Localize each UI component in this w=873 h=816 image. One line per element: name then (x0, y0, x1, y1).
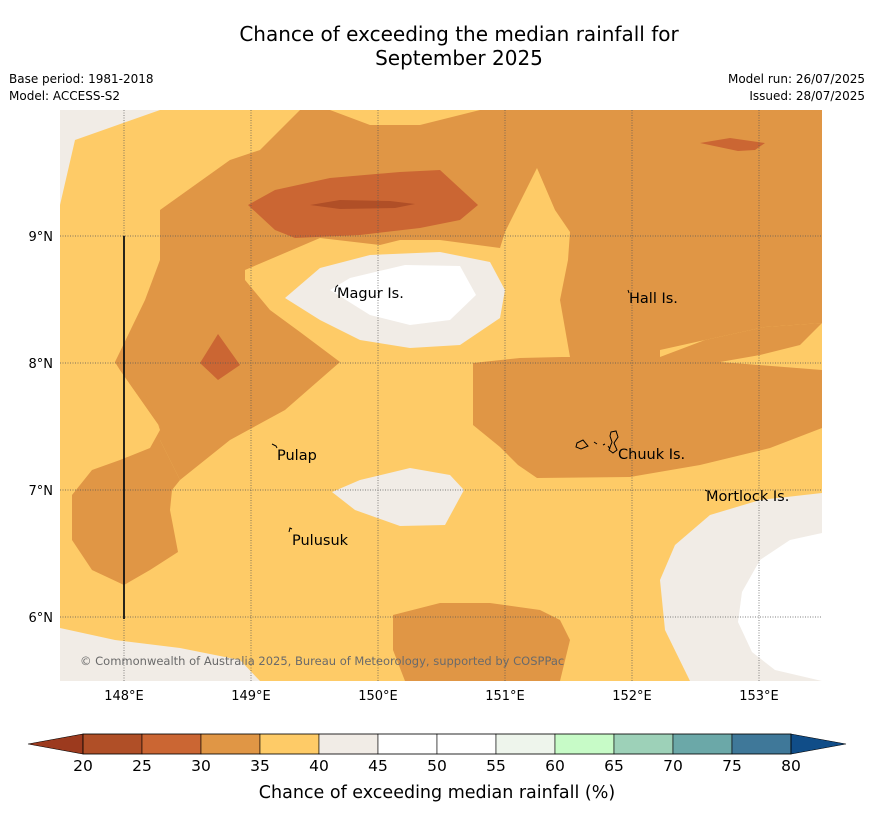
lon-tick-148: 148°E (104, 689, 144, 704)
band-25-30-west (200, 334, 240, 380)
colorbar-tick-label: 25 (132, 757, 152, 775)
colorbar-tick-labels: 20 25 30 35 40 45 50 55 60 65 70 75 80 (73, 757, 801, 775)
pulusuk-island-shape (288, 527, 293, 533)
issued-date: Issued: 28/07/2025 (749, 89, 865, 103)
colorbar-segment (377, 733, 438, 755)
lat-tick-8: 8°N (29, 357, 54, 372)
lat-tick-7: 7°N (29, 484, 54, 499)
colorbar-tick-label: 40 (309, 757, 329, 775)
chart-title: Chance of exceeding the median rainfall … (0, 22, 873, 70)
colorbar-segment (554, 733, 615, 755)
band-30-35-east (473, 323, 822, 478)
colorbar-tick-label: 45 (368, 757, 388, 775)
meta-right: Model run: 26/07/2025 Issued: 28/07/2025 (728, 71, 865, 105)
hall-island-shape (627, 289, 630, 294)
colorbar-tick-label: 70 (663, 757, 683, 775)
band-40-45-center (332, 468, 464, 526)
colorbar-over-arrow (790, 733, 847, 755)
colorbar-segments (82, 733, 792, 755)
colorbar-segment (259, 733, 320, 755)
colorbar-segment (613, 733, 674, 755)
lon-tick-150: 150°E (358, 689, 398, 704)
place-label-pulap: Pulap (277, 448, 317, 464)
place-labels: Magur Is. Hall Is. Pulap Chuuk Is. Mortl… (277, 286, 789, 549)
copyright-notice: © Commonwealth of Australia 2025, Bureau… (80, 654, 564, 668)
colorbar-tick-label: 50 (427, 757, 447, 775)
title-line-2: September 2025 (375, 46, 543, 70)
lat-tick-6: 6°N (29, 611, 54, 626)
colorbar-tick-label: 55 (486, 757, 506, 775)
band-40-45-northwest (60, 110, 160, 205)
band-30-35-west (72, 362, 180, 585)
model-name: Model: ACCESS-S2 (9, 89, 121, 103)
band-45-55-magur (330, 265, 476, 325)
lon-tick-153: 153°E (739, 689, 779, 704)
lat-tick-labels: 9°N 8°N 7°N 6°N (29, 230, 54, 626)
band-25-30-northeast (700, 138, 765, 151)
gridlines (60, 110, 822, 681)
colorbar-tick-label: 20 (73, 757, 93, 775)
colorbar-segment (672, 733, 733, 755)
band-30-35-south (393, 603, 570, 681)
colorbar-under-arrow (27, 733, 84, 755)
colorbar-segment (495, 733, 556, 755)
place-label-magur: Magur Is. (337, 286, 404, 302)
place-label-hall: Hall Is. (629, 291, 678, 307)
colorbar-segment (200, 733, 261, 755)
colorbar-frame (82, 733, 792, 755)
colorbar-segment (731, 733, 792, 755)
place-label-chuuk: Chuuk Is. (618, 447, 685, 463)
chuuk-lagoon-shape (575, 430, 619, 454)
pulap-island-shape (271, 443, 278, 449)
colorbar-tick-label: 75 (722, 757, 742, 775)
colorbar-tick-label: 35 (250, 757, 270, 775)
colorbar-tick-label: 60 (545, 757, 565, 775)
title-line-1: Chance of exceeding the median rainfall … (239, 22, 679, 46)
lat-tick-9: 9°N (29, 230, 54, 245)
colorbar-segment (82, 733, 143, 755)
place-label-mortlock: Mortlock Is. (706, 489, 789, 505)
band-20-25-core (310, 200, 415, 209)
colorbar-segment (318, 733, 379, 755)
place-label-pulusuk: Pulusuk (292, 533, 349, 549)
magur-island-shape (334, 284, 339, 293)
colorbar-segment (141, 733, 202, 755)
island-outlines (271, 284, 708, 533)
colorbar-tick-label: 80 (781, 757, 801, 775)
colorbar-title: Chance of exceeding median rainfall (%) (259, 783, 615, 803)
lon-tick-149: 149°E (231, 689, 271, 704)
colorbar-tick-label: 30 (191, 757, 211, 775)
colorbar-tick-label: 65 (604, 757, 624, 775)
mortlock-island-shape (704, 489, 708, 492)
forecast-map: © Commonwealth of Australia 2025, Bureau… (60, 110, 822, 681)
base-period: Base period: 1981-2018 (9, 72, 154, 86)
colorbar: 20 25 30 35 40 45 50 55 60 65 70 75 80 Chance of exc… (27, 733, 847, 803)
lon-tick-151: 151°E (485, 689, 525, 704)
lon-tick-152: 152°E (612, 689, 652, 704)
lon-tick-labels: 148°E 149°E 150°E 151°E 152°E 153°E (104, 689, 779, 704)
meta-left: Base period: 1981-2018 Model: ACCESS-S2 (9, 71, 154, 105)
colorbar-segment (436, 733, 497, 755)
model-run: Model run: 26/07/2025 (727, 72, 865, 86)
band-40-45-south-strip (60, 628, 260, 681)
